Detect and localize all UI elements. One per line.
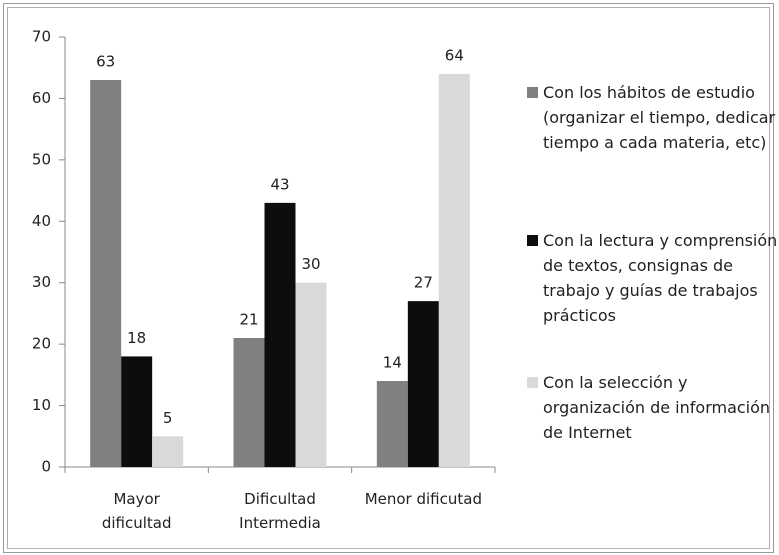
value-label: 21 bbox=[239, 311, 258, 329]
value-label: 14 bbox=[383, 354, 402, 372]
y-tick-label: 70 bbox=[32, 28, 51, 46]
x-tick-label: Menor dificutad bbox=[364, 490, 482, 508]
legend-label: Con la selección y organización de infor… bbox=[543, 373, 771, 442]
value-label: 5 bbox=[163, 409, 173, 427]
legend-entry: Con los hábitos de estudio (organizar el… bbox=[527, 80, 778, 155]
x-tick-label: Dificultad Intermedia bbox=[239, 490, 321, 532]
bar bbox=[407, 301, 439, 467]
bar bbox=[90, 80, 122, 467]
y-tick-label: 30 bbox=[32, 273, 51, 291]
value-label: 18 bbox=[127, 329, 146, 347]
bar bbox=[152, 436, 184, 467]
legend-label: Con la lectura y comprensión de textos, … bbox=[543, 231, 778, 325]
y-tick-label: 50 bbox=[32, 150, 51, 168]
legend-swatch bbox=[527, 235, 538, 246]
bar bbox=[438, 73, 470, 467]
y-tick-label: 10 bbox=[32, 396, 51, 414]
value-label: 64 bbox=[445, 46, 464, 64]
value-label: 27 bbox=[414, 274, 433, 292]
legend-label: Con los hábitos de estudio (organizar el… bbox=[543, 83, 776, 152]
legend-entry: Con la lectura y comprensión de textos, … bbox=[527, 228, 778, 328]
y-tick-label: 60 bbox=[32, 89, 51, 107]
legend-swatch bbox=[527, 87, 538, 98]
value-label: 30 bbox=[301, 255, 320, 273]
x-tick-label: Mayor dificultad bbox=[101, 490, 172, 532]
bar bbox=[295, 282, 327, 467]
y-tick-label: 40 bbox=[32, 212, 51, 230]
legend-entry: Con la selección y organización de infor… bbox=[527, 370, 778, 445]
bar bbox=[121, 356, 153, 467]
bar bbox=[264, 202, 296, 467]
value-label: 63 bbox=[96, 53, 115, 71]
bar bbox=[233, 338, 265, 467]
value-label: 43 bbox=[270, 175, 289, 193]
frame bbox=[3, 3, 774, 553]
y-tick-label: 0 bbox=[41, 458, 51, 476]
bar bbox=[376, 381, 408, 467]
y-tick-label: 20 bbox=[32, 335, 51, 353]
legend-swatch bbox=[527, 377, 538, 388]
